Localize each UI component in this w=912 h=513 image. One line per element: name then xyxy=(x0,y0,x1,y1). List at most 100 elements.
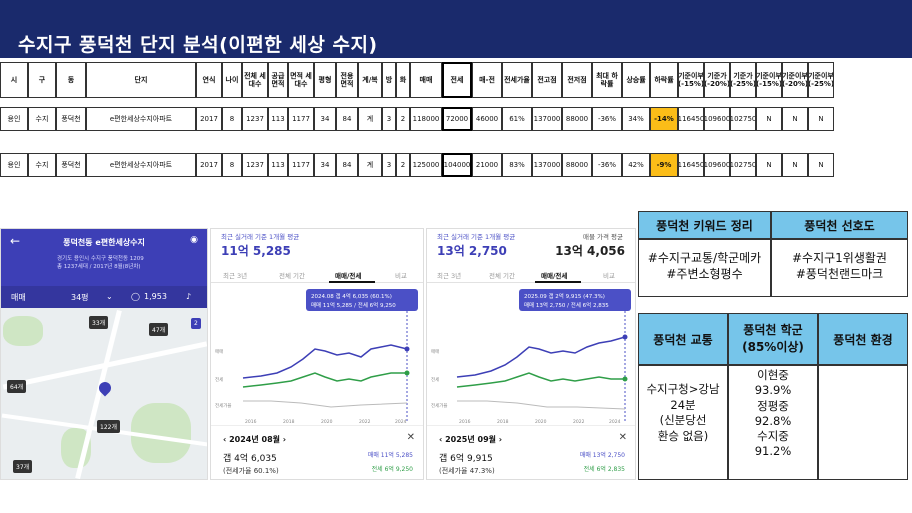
map-header: ← 풍덕천동 e편한세상수지 ◉ 경기도 용인시 수지구 풍덕천동 1209 총… xyxy=(1,229,207,286)
cell-base-15: 116450 xyxy=(678,153,704,177)
tooltip-box xyxy=(306,289,418,311)
tab-all-period[interactable]: 전체 기간 xyxy=(489,272,515,280)
month-selector[interactable]: ‹ 2025년 09월 › xyxy=(439,435,503,444)
rent-point xyxy=(404,370,410,376)
map-marker[interactable]: 2 xyxy=(191,318,201,329)
traffic-title: 풍덕천 교통 xyxy=(638,313,728,365)
cell-flag-25: N xyxy=(808,107,834,131)
trade-line xyxy=(456,336,626,378)
legend-rent: 전세 xyxy=(431,376,439,383)
cell-base-20: 109600 xyxy=(704,153,730,177)
tooltip-line1: 2025.09 갭 2억 9,915 (47.3%) xyxy=(524,292,605,300)
header-flag-20: 기준이부 (-20%) xyxy=(782,62,808,98)
x-tick-label: 2022 xyxy=(573,419,585,425)
month-selector[interactable]: ‹ 2024년 08월 › xyxy=(223,435,287,444)
tooltip-line2: 매매 11억 5,285 / 전세 6억 9,250 xyxy=(311,301,396,309)
preference-content: #수지구1위생활권 #풍덕천랜드마크 xyxy=(771,239,908,297)
header-gu: 구 xyxy=(28,62,56,98)
size-select[interactable]: 34평 xyxy=(71,293,89,302)
legend-trade: 매매 xyxy=(215,348,223,355)
cell-rise-rate: 34% xyxy=(622,107,650,131)
map-marker[interactable]: 64개 xyxy=(7,380,27,393)
bell-icon[interactable]: ♪ xyxy=(186,292,192,301)
header-base-20: 기준가 (-20%) xyxy=(704,62,730,98)
map-marker[interactable]: 33개 xyxy=(89,316,109,329)
cell-type: 계 xyxy=(358,107,382,131)
ratio-line xyxy=(457,400,626,410)
cell-rooms: 3 xyxy=(382,153,396,177)
cell-gap: 46000 xyxy=(472,107,502,131)
cell-base-25: 102750 xyxy=(730,153,756,177)
cell-complex: e편한세상수지아파트 xyxy=(86,153,196,177)
map-title: 풍덕천동 e편한세상수지 xyxy=(63,238,145,247)
cell-max-drop: -36% xyxy=(592,107,622,131)
price-chart-2025: 최근 실거래 기준 1개월 평균 13억 2,750 매물 가격 평균 13억 … xyxy=(426,228,636,480)
cell-flag-15: N xyxy=(756,107,782,131)
back-arrow-icon[interactable]: ← xyxy=(10,234,21,248)
x-tick-label: 2020 xyxy=(535,419,547,425)
tab-trade-rent[interactable]: 매매/전세 xyxy=(541,272,568,280)
table-header-row: 시 구 동 단지 연식 나이 전체 세대수 공급 면적 면적 세대수 평형 전용 면적 계/복 방 화 매매… xyxy=(0,62,912,98)
cell-dong: 풍덕천 xyxy=(56,153,86,177)
chart-svg[interactable]: 2024.08 갭 4억 6,035 (60.1%) 매매 11억 5,285 … xyxy=(211,283,424,425)
header-rise-rate: 상승률 xyxy=(622,62,650,98)
x-tick-label: 2018 xyxy=(283,419,295,425)
header-drop-rate: 하락률 xyxy=(650,62,678,98)
tooltip-line1: 2024.08 갭 4억 6,035 (60.1%) xyxy=(311,292,392,300)
cell-year: 2017 xyxy=(196,153,222,177)
header-type: 계/복 xyxy=(358,62,382,98)
cell-supply-area: 113 xyxy=(268,153,288,177)
chart-tabs: 최근 3년 전체 기간 매매/전세 비교 xyxy=(211,265,423,283)
chart-svg[interactable]: 2025.09 갭 2억 9,915 (47.3%) 매매 13억 2,750 … xyxy=(427,283,636,425)
trade-type-select[interactable]: 매매 xyxy=(11,293,26,302)
cell-type: 계 xyxy=(358,153,382,177)
map-marker[interactable]: 122개 xyxy=(97,420,120,433)
cell-gap: 21000 xyxy=(472,153,502,177)
x-tick-label: 2024 xyxy=(395,419,407,425)
size-chevron-icon[interactable]: ⌄ xyxy=(106,292,113,301)
chart-main-price: 13억 2,750 xyxy=(437,244,507,258)
cell-year: 2017 xyxy=(196,107,222,131)
tab-trade-rent[interactable]: 매매/전세 xyxy=(335,272,362,280)
cell-jeonse-price: 104000 xyxy=(442,153,472,177)
cell-peak: 137000 xyxy=(532,107,562,131)
header-pyeong: 평형 xyxy=(314,62,336,98)
chart-subtitle: 최근 실거래 기준 1개월 평균 xyxy=(437,233,516,241)
map-area[interactable]: 33개 47개 64개 122개 37개 2 xyxy=(1,308,207,479)
tab-recent-3y[interactable]: 최근 3년 xyxy=(437,272,462,280)
header-flag-15: 기준이부 (-15%) xyxy=(756,62,782,98)
comment-icon[interactable]: ◯ xyxy=(131,292,140,301)
header-jeonse-ratio: 전세가율 xyxy=(502,62,532,98)
cell-pyeong: 34 xyxy=(314,153,336,177)
tab-all-period[interactable]: 전체 기간 xyxy=(279,272,305,280)
tooltip-line2: 매매 13억 2,750 / 전세 6억 2,835 xyxy=(524,301,609,309)
close-icon[interactable]: ✕ xyxy=(618,432,627,443)
trade-line xyxy=(242,344,408,379)
tab-compare[interactable]: 비교 xyxy=(395,272,407,280)
environment-title: 풍덕천 환경 xyxy=(818,313,908,365)
header-base-25: 기준가 (-25%) xyxy=(730,62,756,98)
cell-sale-price: 125000 xyxy=(410,153,442,177)
trade-point xyxy=(622,334,628,340)
map-marker[interactable]: 37개 xyxy=(13,460,33,473)
cell-jeonse-ratio: 61% xyxy=(502,107,532,131)
cell-pyeong: 34 xyxy=(314,107,336,131)
x-tick-label: 2020 xyxy=(321,419,333,425)
location-pin-icon[interactable]: ◉ xyxy=(190,235,198,245)
park-area xyxy=(3,316,43,346)
cell-flag-15: N xyxy=(756,153,782,177)
chart-detail-panel: ‹ 2024년 08월 › ✕ 갭 4억 6,035 (전세가율 60.1%) … xyxy=(211,425,423,479)
title-bar: 수지구 풍덕천 단지 분석(이편한 세상 수지) xyxy=(0,0,912,58)
map-marker[interactable]: 47개 xyxy=(149,323,169,336)
header-peak: 전고점 xyxy=(532,62,562,98)
cell-city: 용인 xyxy=(0,153,28,177)
header-sale-price: 매매 xyxy=(410,62,442,98)
tab-recent-3y[interactable]: 최근 3년 xyxy=(223,272,248,280)
tooltip-box xyxy=(519,289,631,311)
tab-underline xyxy=(535,281,581,283)
header-gap: 매-전 xyxy=(472,62,502,98)
tab-compare[interactable]: 비교 xyxy=(603,272,615,280)
cell-drop-rate: -9% xyxy=(650,153,678,177)
cell-area-units: 1177 xyxy=(288,107,314,131)
close-icon[interactable]: ✕ xyxy=(406,432,415,443)
